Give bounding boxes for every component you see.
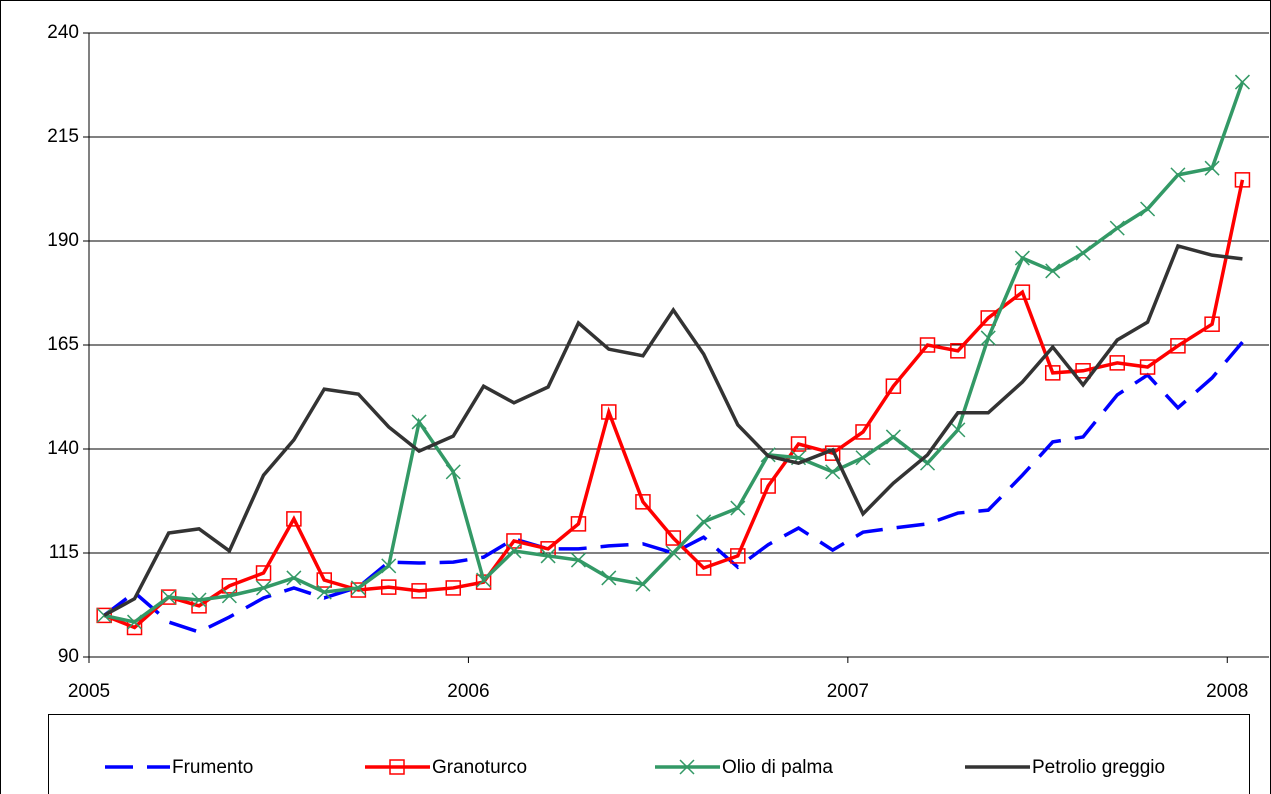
marker <box>221 588 237 604</box>
marker <box>127 614 143 630</box>
marker <box>1204 160 1220 176</box>
marker <box>601 570 617 586</box>
series-line <box>103 340 1244 634</box>
marker <box>1204 316 1220 332</box>
marker <box>316 572 332 588</box>
y-tick-label: 140 <box>47 438 79 459</box>
legend-box <box>48 714 1250 794</box>
marker <box>1234 172 1251 188</box>
y-tick-label: 215 <box>47 126 79 147</box>
marker <box>885 429 901 445</box>
marker <box>411 414 427 430</box>
marker <box>1014 250 1030 266</box>
marker <box>540 548 556 564</box>
marker <box>730 548 746 564</box>
marker <box>161 589 177 605</box>
marker <box>286 511 302 527</box>
marker <box>885 378 902 394</box>
marker <box>286 570 302 586</box>
marker <box>601 404 617 420</box>
marker <box>570 516 587 532</box>
marker <box>635 494 651 510</box>
marker <box>950 422 966 438</box>
marker <box>506 543 522 559</box>
marker <box>679 759 695 775</box>
marker <box>191 592 207 608</box>
marker <box>221 578 238 594</box>
marker <box>1075 363 1091 379</box>
marker <box>570 552 586 568</box>
marker <box>855 450 871 466</box>
marker <box>1044 365 1061 381</box>
marker <box>381 558 397 574</box>
marker <box>445 464 461 480</box>
marker <box>825 464 841 480</box>
marker <box>506 533 522 549</box>
marker <box>1170 338 1186 354</box>
x-tick-label: 2005 <box>68 681 110 702</box>
legend-label: Petrolio greggio <box>1032 757 1165 778</box>
marker <box>255 565 272 581</box>
marker <box>665 545 681 561</box>
marker <box>1170 167 1186 183</box>
marker <box>389 759 405 775</box>
marker <box>730 500 746 516</box>
legend-label: Granoturco <box>432 757 527 778</box>
legend-label: Frumento <box>172 757 253 778</box>
y-tick-label: 190 <box>47 230 79 251</box>
marker <box>855 424 871 440</box>
x-tick-label: 2008 <box>1206 681 1248 702</box>
y-tick-label: 115 <box>49 542 79 563</box>
marker <box>760 478 776 494</box>
marker <box>980 330 996 346</box>
marker <box>1140 201 1156 217</box>
marker <box>1139 359 1156 375</box>
marker <box>256 580 272 596</box>
marker <box>950 343 966 359</box>
marker <box>665 530 682 546</box>
marker <box>919 337 936 353</box>
marker <box>350 580 366 596</box>
series-line <box>103 243 1243 617</box>
y-tick-label: 240 <box>47 22 79 43</box>
x-tick-label: 2007 <box>827 681 869 702</box>
marker <box>1109 355 1125 371</box>
x-tick-label: 2006 <box>447 681 489 702</box>
marker <box>316 584 332 600</box>
y-tick-label: 165 <box>47 334 79 355</box>
marker <box>695 560 712 576</box>
marker <box>380 579 397 595</box>
marker <box>635 576 651 592</box>
marker <box>1075 245 1091 261</box>
series-line <box>103 179 1245 630</box>
marker <box>476 572 492 588</box>
marker <box>1109 220 1125 236</box>
marker <box>411 583 427 599</box>
y-tick-label: 90 <box>58 646 79 667</box>
marker <box>696 514 712 530</box>
marker <box>790 436 807 452</box>
marker <box>1234 74 1250 90</box>
marker <box>445 580 461 596</box>
legend-label: Olio di palma <box>722 757 833 778</box>
marker <box>1014 284 1031 300</box>
marker <box>1045 263 1061 279</box>
